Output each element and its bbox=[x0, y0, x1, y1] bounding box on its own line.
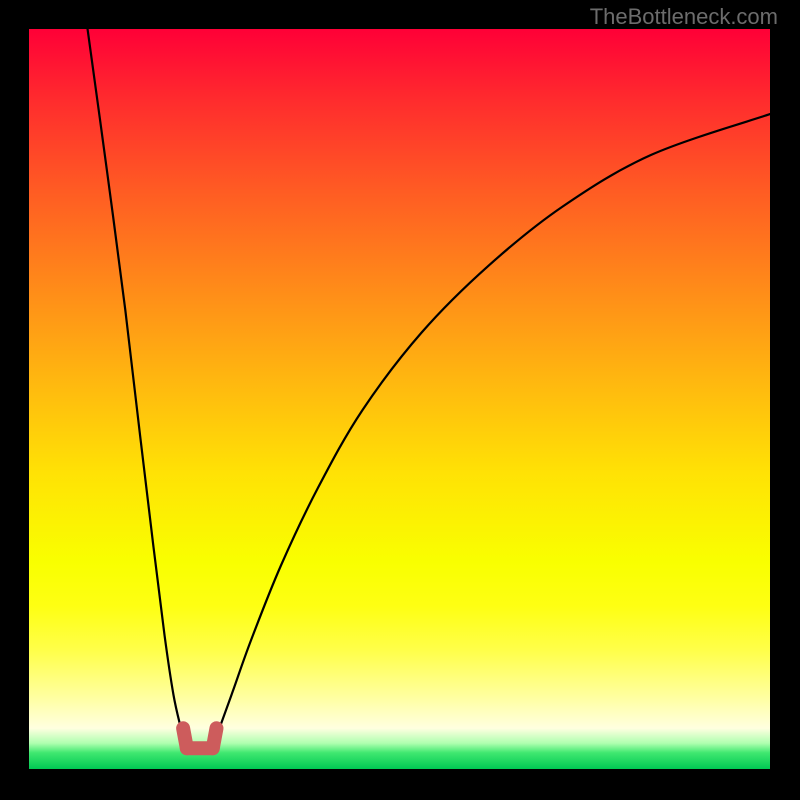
plot-svg bbox=[29, 29, 770, 769]
gradient-background bbox=[29, 29, 770, 769]
watermark-text: TheBottleneck.com bbox=[590, 4, 778, 30]
figure-root: TheBottleneck.com bbox=[0, 0, 800, 800]
plot-area bbox=[29, 29, 770, 769]
